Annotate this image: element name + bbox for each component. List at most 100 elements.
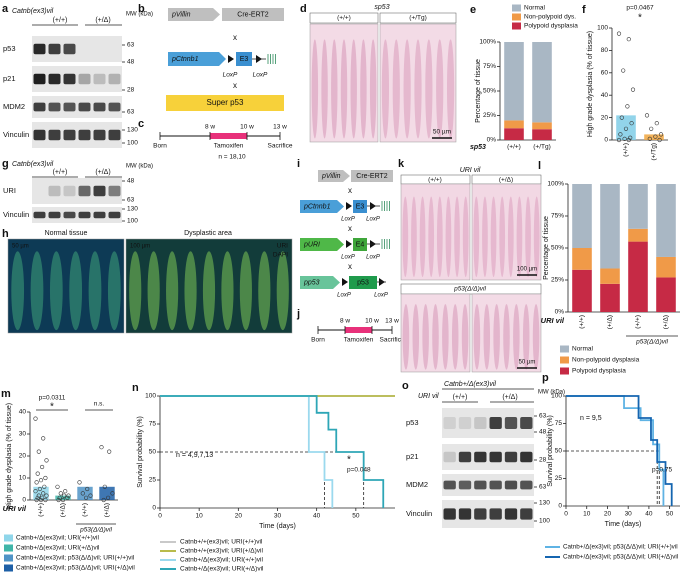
band <box>93 211 106 219</box>
data-point <box>33 416 38 421</box>
label: 48 <box>127 59 135 66</box>
label: LoxP <box>366 217 380 223</box>
tissue <box>402 196 409 278</box>
survival-line <box>566 395 673 506</box>
label: URI vil <box>418 393 439 400</box>
band <box>63 43 76 55</box>
label: Normal tissue <box>45 230 88 237</box>
band <box>93 129 106 141</box>
tissue <box>147 251 160 331</box>
label: DAPI <box>273 252 288 259</box>
label: pVillin <box>171 11 191 18</box>
label: pCtnnb1 <box>171 56 199 63</box>
data-point <box>83 495 89 500</box>
band <box>33 211 46 219</box>
x-tick-label: (+/+) <box>579 315 586 329</box>
label: MW (kDa) <box>126 164 153 170</box>
legend-swatch <box>560 356 569 364</box>
y-axis-label: Survival probability (%) <box>137 416 144 488</box>
bar-segment <box>628 241 648 312</box>
data-point <box>35 471 40 476</box>
label: Born <box>311 337 325 344</box>
y-tick-label: 20 <box>19 453 27 460</box>
gene-box <box>353 238 367 251</box>
gene-box <box>351 170 393 182</box>
label: 28 <box>539 457 547 464</box>
tissue <box>525 196 531 278</box>
tissue <box>331 39 338 139</box>
x-tick-label: 50 <box>666 511 674 518</box>
x-tick-label: 20 <box>604 511 612 518</box>
y-tick-label: 0 <box>152 505 156 512</box>
data-point <box>61 493 67 498</box>
data-point <box>658 132 664 137</box>
bar-segment <box>532 42 552 123</box>
band <box>33 73 46 85</box>
label: n.s. <box>94 401 105 408</box>
tissue <box>414 39 422 139</box>
label: p53 <box>3 44 16 53</box>
panel-letter: k <box>398 158 405 170</box>
x-tick-label: (+/Δ) <box>104 503 111 517</box>
data-point <box>623 126 629 131</box>
label: p21 <box>3 74 16 83</box>
legend-label: Normal <box>524 5 546 12</box>
label: 130 <box>127 206 138 213</box>
data-point <box>34 480 39 485</box>
y-tick-label: 25% <box>551 277 564 284</box>
band <box>458 508 472 520</box>
label: LoxP <box>337 293 351 299</box>
label: p21 <box>406 452 419 461</box>
label: (+/+) <box>337 15 351 22</box>
label: x <box>233 81 237 90</box>
tissue <box>454 196 460 278</box>
label: Tamoxifen <box>344 337 374 344</box>
promoter <box>168 8 220 21</box>
tissue <box>451 304 459 370</box>
tamoxifen-bar <box>345 327 372 333</box>
tissue <box>473 304 481 370</box>
y-tick-label: 0% <box>487 137 497 144</box>
tissue <box>202 251 216 331</box>
data-point <box>43 475 48 481</box>
bar <box>644 134 664 140</box>
label: * <box>50 402 54 413</box>
tissue <box>490 196 497 278</box>
label: 63 <box>127 42 135 49</box>
tissue <box>533 196 540 278</box>
legend-label: Catnb+/Δ(ex3)vil; p53(Δ/Δ)vil; URI(+/+)v… <box>16 555 135 562</box>
label: (+/+) <box>453 394 468 401</box>
label: Catnb(ex3)vil <box>12 8 54 15</box>
data-point <box>44 458 49 463</box>
bar-segment <box>504 120 524 129</box>
data-point <box>621 68 626 73</box>
label: p=0.048 <box>347 467 371 474</box>
tamoxifen-bar <box>210 133 247 139</box>
x-tick-label: 20 <box>235 513 243 520</box>
band <box>108 129 121 141</box>
label: Born <box>153 143 167 150</box>
label: x <box>348 262 352 271</box>
bar <box>616 115 636 140</box>
label: (+/+) <box>53 169 68 176</box>
data-point <box>619 115 624 120</box>
legend-label: Catnb+/Δ(ex3)vil; p53(Δ/Δ)vil; URI(+/Δ)v… <box>563 554 678 561</box>
promoter <box>300 200 344 213</box>
bar-segment <box>656 256 676 278</box>
tissue <box>129 251 142 331</box>
label: (+/Δ) <box>95 169 110 176</box>
y-tick-label: 25% <box>483 112 496 119</box>
y-tick-label: 0 <box>604 137 608 144</box>
panel-letter: p <box>542 372 549 384</box>
data-point <box>647 136 652 141</box>
label: p=0.75 <box>652 467 672 474</box>
transgene <box>166 95 284 111</box>
label: LoxP <box>366 255 380 261</box>
label: Vinculin <box>3 210 29 219</box>
label: (+/+) <box>53 17 68 24</box>
histology-image <box>7 238 125 334</box>
label: 100 <box>539 518 550 525</box>
y-tick-label: 10 <box>19 475 27 482</box>
x-tick-label: (+/Δ) <box>663 315 670 329</box>
